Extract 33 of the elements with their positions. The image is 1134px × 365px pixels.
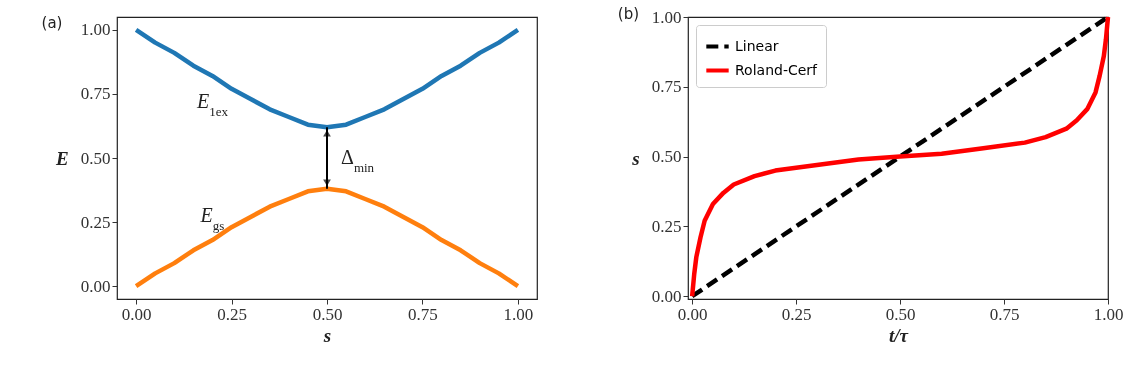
x-tick-label: 0.75 [989, 304, 1020, 324]
x-tick-label: 0.75 [408, 304, 438, 324]
y-tick-label: 0.50 [80, 148, 111, 168]
y-tick-label: 1.00 [651, 7, 682, 27]
y-axis-title: E [55, 147, 69, 169]
x-axis-title: t/τ [889, 324, 909, 346]
x-tick-label: 1.00 [1093, 304, 1124, 324]
x-tick-label: 0.50 [885, 304, 916, 324]
y-axis-title: s [631, 147, 640, 169]
y-tick-label: 0.00 [651, 286, 682, 306]
x-tick-label: 0.25 [217, 304, 247, 324]
annotation: Δ$_{min}$ [341, 146, 375, 175]
x-tick-label: 0.25 [781, 304, 812, 324]
x-tick-label: 1.00 [503, 304, 534, 324]
x-tick-label: 0.50 [312, 304, 343, 324]
legend-label: Roland-Cerf [735, 61, 819, 78]
x-axis-title: s [322, 324, 332, 346]
series-label: E$_{gs}$ [199, 204, 225, 233]
y-tick-label: 0.75 [651, 77, 682, 97]
line-series [133, 27, 521, 130]
x-tick-label: 0.00 [677, 304, 708, 324]
chart-title: (b) [617, 5, 640, 23]
y-tick-label: 0.00 [80, 276, 111, 296]
y-tick-label: 1.00 [80, 20, 111, 40]
y-tick-label: 0.25 [651, 216, 682, 236]
x-tick-label: 0.00 [121, 304, 152, 324]
y-tick-label: 0.50 [651, 147, 682, 167]
series-label: E$_{1ex}$ [195, 89, 229, 119]
line-series [133, 186, 521, 289]
chart-title: (a) [41, 14, 63, 32]
y-tick-label: 0.25 [80, 212, 111, 232]
y-tick-label: 0.75 [80, 84, 111, 104]
legend-label: Linear [735, 37, 779, 54]
